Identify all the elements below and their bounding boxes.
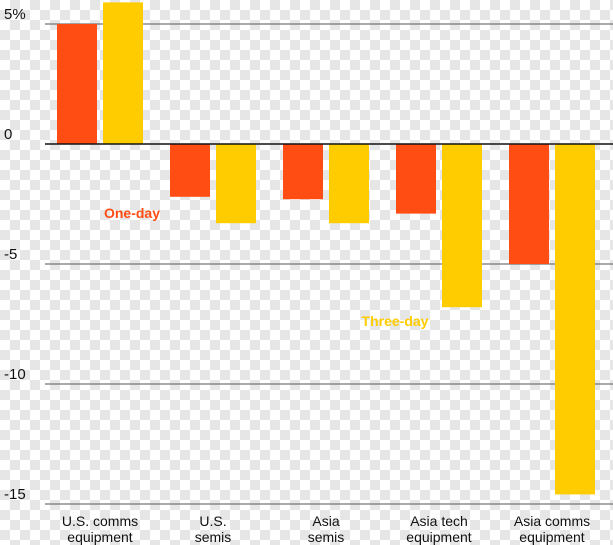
bar bbox=[216, 144, 256, 224]
bar bbox=[509, 144, 549, 264]
category-label-line: semis bbox=[308, 529, 345, 545]
category-label-line: Asia comms bbox=[514, 513, 590, 529]
category-label: U.S. semis bbox=[195, 513, 232, 545]
category-label-line: U.S. comms bbox=[62, 513, 138, 529]
category-label-line: U.S. bbox=[199, 513, 226, 529]
bar bbox=[103, 2, 143, 145]
series-label: One-day bbox=[104, 205, 160, 221]
y-tick-label: 0 bbox=[4, 126, 12, 143]
series-label: Three-day bbox=[362, 313, 429, 329]
category-label-line: Asia bbox=[312, 513, 339, 529]
y-tick-label: -5 bbox=[4, 246, 17, 263]
bars bbox=[57, 2, 595, 495]
category-label-line: Asia tech bbox=[410, 513, 468, 529]
y-tick-label: 5% bbox=[4, 6, 26, 23]
category-label-line: equipment bbox=[67, 529, 132, 545]
category-label-line: semis bbox=[195, 529, 232, 545]
category-label: U.S. comms equipment bbox=[62, 513, 138, 545]
y-axis-ticks: 5% 0 -5 -10 -15 bbox=[4, 6, 26, 503]
y-tick-label: -15 bbox=[4, 486, 26, 503]
category-label: Asia comms equipment bbox=[514, 513, 590, 545]
category-label-line: equipment bbox=[406, 529, 471, 545]
category-label: Asia tech equipment bbox=[406, 513, 471, 545]
bar bbox=[57, 24, 97, 144]
series-labels: One-day Three-day bbox=[104, 205, 429, 329]
bar bbox=[442, 144, 482, 308]
bar bbox=[396, 144, 436, 214]
y-tick-label: -10 bbox=[4, 366, 26, 383]
bar bbox=[170, 144, 210, 197]
bar bbox=[555, 144, 595, 495]
category-label: Asia semis bbox=[308, 513, 345, 545]
bar bbox=[283, 144, 323, 200]
category-label-line: equipment bbox=[519, 529, 584, 545]
bar bbox=[329, 144, 369, 224]
